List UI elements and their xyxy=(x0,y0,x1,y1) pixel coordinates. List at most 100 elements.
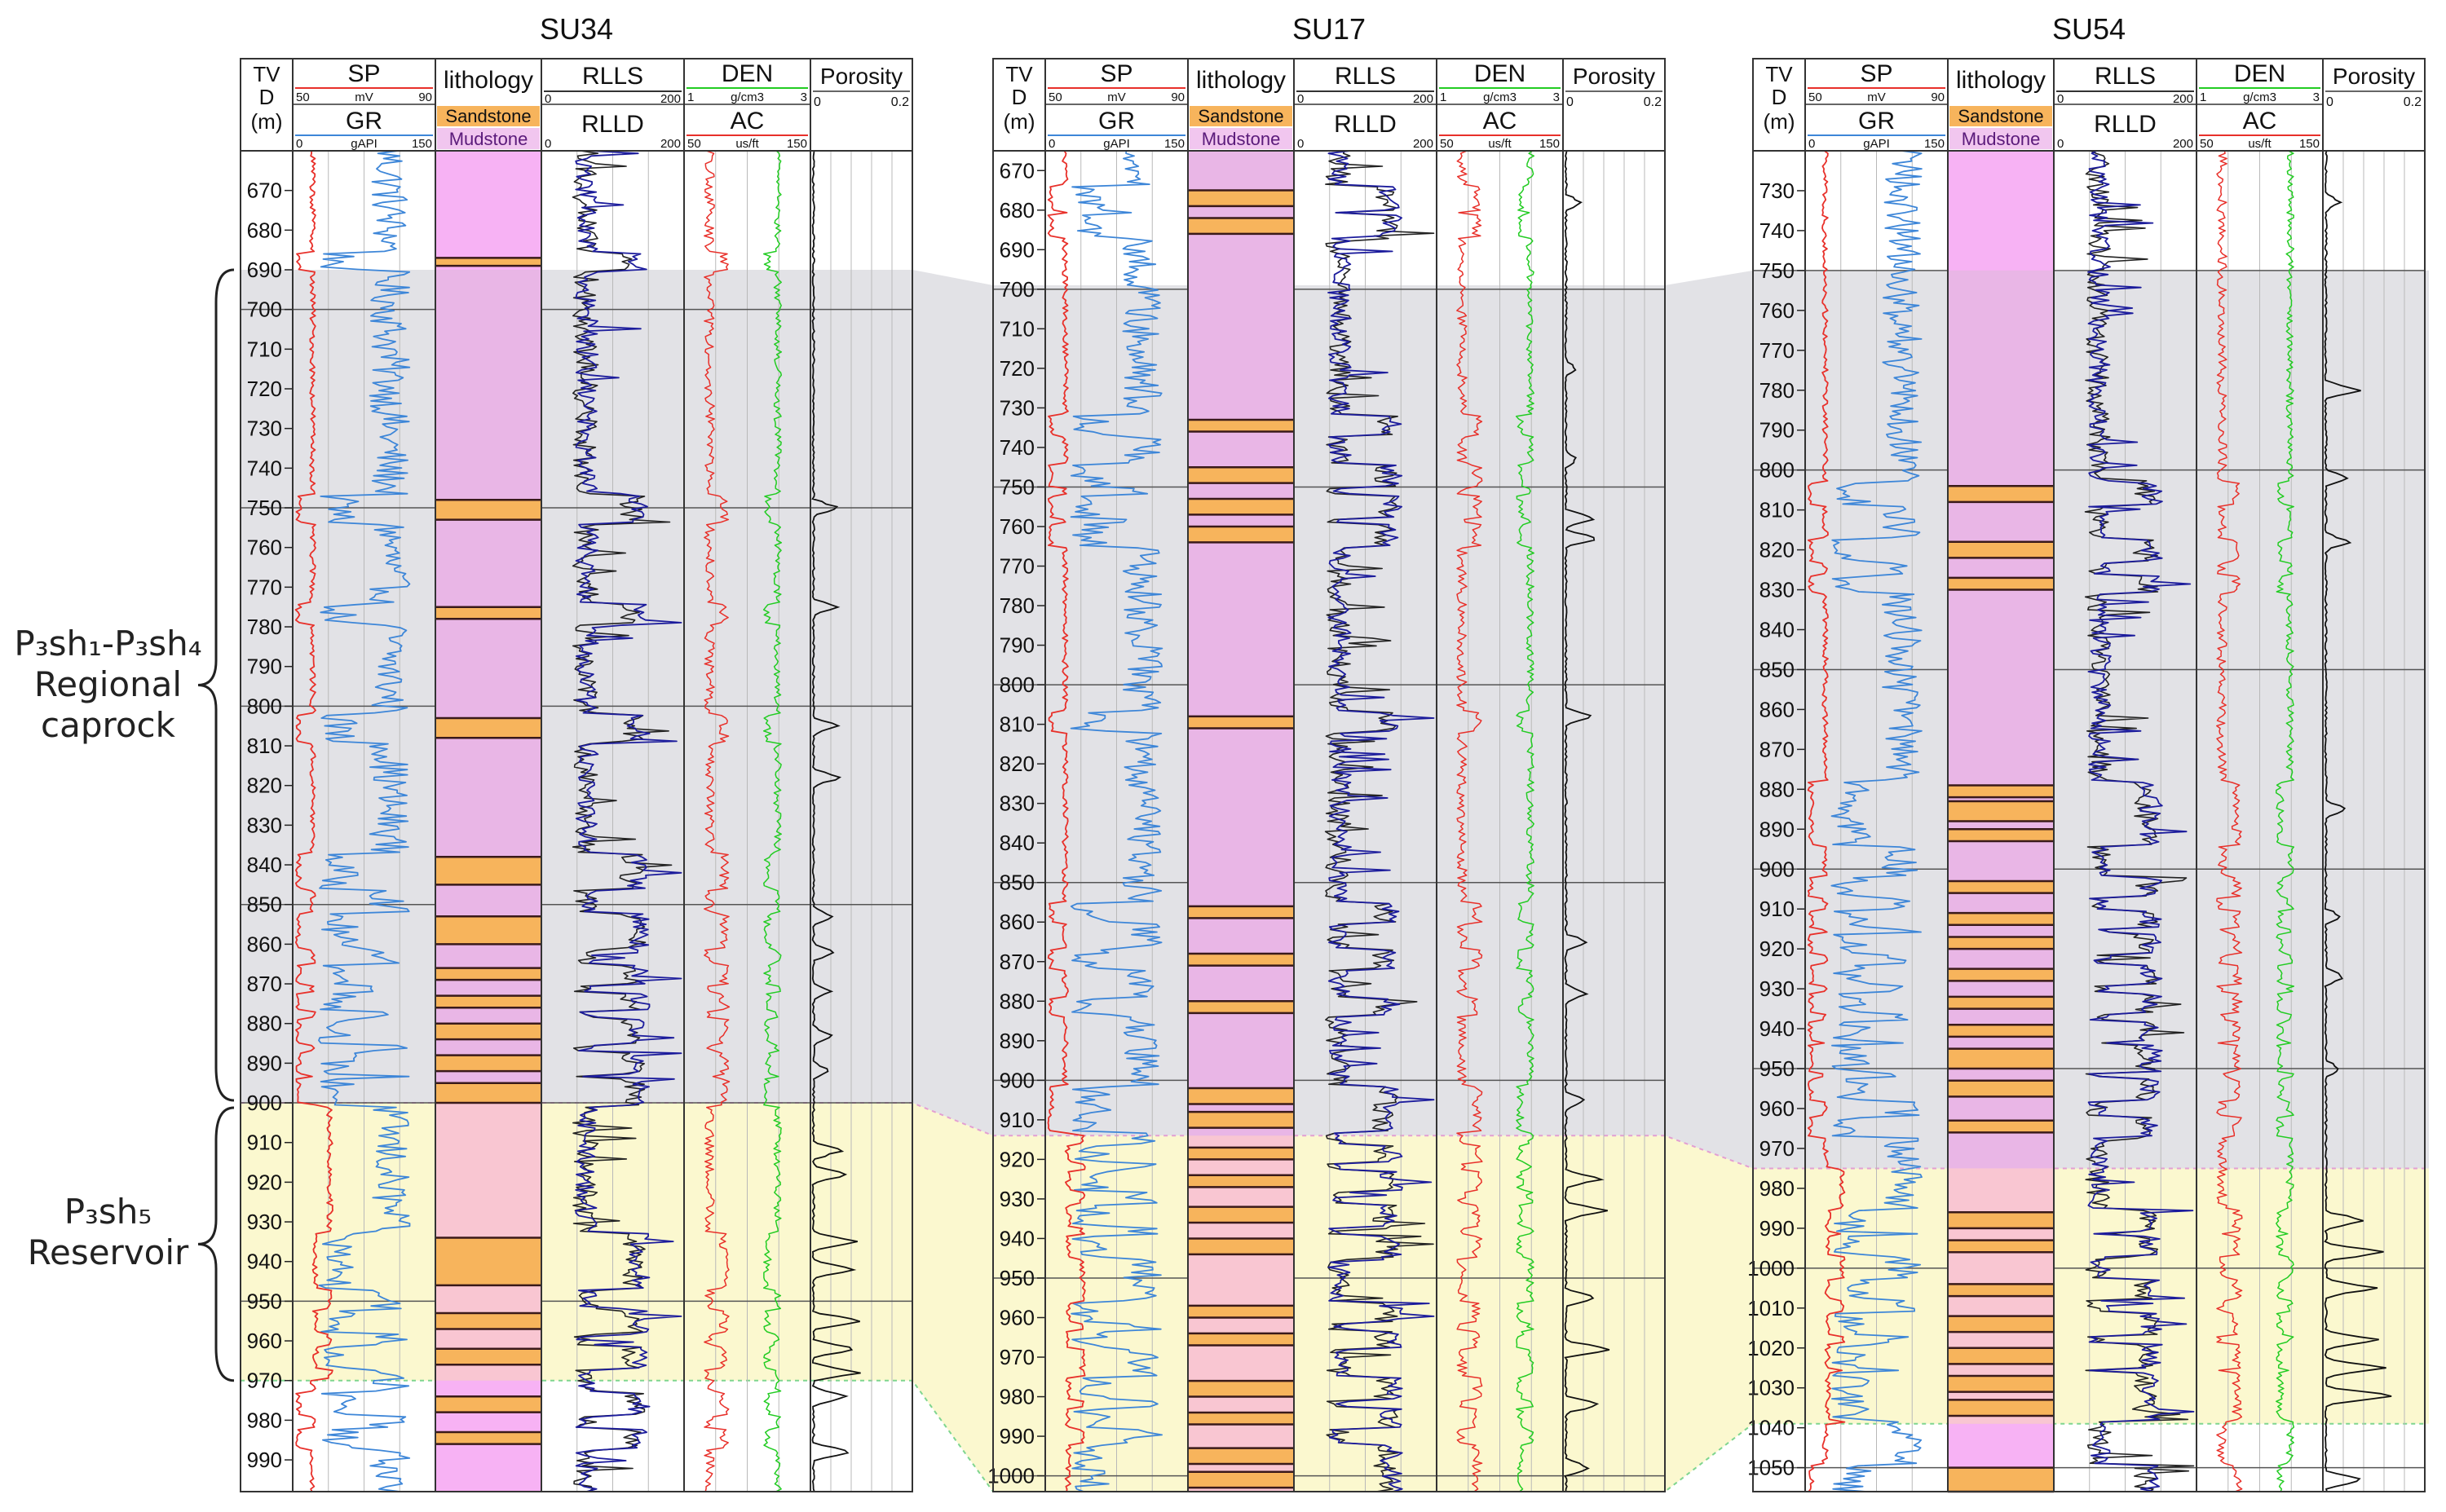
rlld-scale-min: 0 xyxy=(545,137,551,151)
rlld-scale-min: 0 xyxy=(1297,137,1304,151)
ac-curve xyxy=(2216,150,2243,1492)
porosity-scale-min: 0 xyxy=(1566,95,1574,109)
depth-tick-label: 880 xyxy=(1759,777,1795,801)
track-border xyxy=(810,150,913,1492)
depth-tick-label: 760 xyxy=(1759,298,1795,323)
depth-tick-label: 930 xyxy=(1759,976,1795,1001)
depth-tick-label: 970 xyxy=(1759,1136,1795,1161)
sandstone-bed xyxy=(1948,1080,2054,1097)
sandstone-bed xyxy=(1948,968,2054,981)
gr-scale-min: 0 xyxy=(1049,137,1055,151)
sandstone-bed xyxy=(1188,526,1294,543)
gr-scale-max: 150 xyxy=(1164,137,1185,151)
sp-header-label: SP xyxy=(347,60,380,87)
sandstone-bed xyxy=(435,717,541,738)
sandstone-bed xyxy=(435,500,541,520)
sandstone-bed xyxy=(1188,716,1294,729)
sandstone-bed xyxy=(1948,937,2054,950)
sandstone-bed xyxy=(1948,1240,2054,1253)
depth-tick-label: 910 xyxy=(1759,897,1795,921)
depth-tick-label: 690 xyxy=(1000,237,1035,262)
depth-tick-label: 950 xyxy=(247,1289,282,1313)
rlld-scale-min: 0 xyxy=(2057,137,2064,151)
gr-curve xyxy=(1830,150,1923,1492)
depth-tick-label: 790 xyxy=(247,655,282,679)
depth-tick-label: 860 xyxy=(1759,697,1795,721)
den-scale-max: 3 xyxy=(801,90,807,104)
depth-tick-label: 880 xyxy=(247,1012,282,1036)
gr-header-label: GR xyxy=(346,108,382,134)
porosity-scale-max: 0.2 xyxy=(2404,95,2422,109)
sandstone-bed xyxy=(1948,1048,2054,1069)
sandstone-bed xyxy=(1188,1381,1294,1397)
depth-tick-label: 920 xyxy=(1759,937,1795,961)
reservoir-label-line-1: P₃sh₅ xyxy=(64,1192,152,1232)
sandstone-legend-swatch xyxy=(1949,106,2052,126)
depth-tick-label: 850 xyxy=(1759,657,1795,681)
ac-header-label: AC xyxy=(2243,108,2277,134)
porosity-header-label: Porosity xyxy=(1573,64,1655,89)
sandstone-bed xyxy=(1948,1316,2054,1333)
depth-header-line-1: TV xyxy=(1765,62,1793,86)
sandstone-bed xyxy=(1948,577,2054,590)
bright-mudstone-interval xyxy=(1948,151,2054,271)
depth-tick-label: 980 xyxy=(1000,1385,1035,1409)
mudstone-legend-swatch xyxy=(1949,128,2052,149)
sandstone-bed xyxy=(1188,499,1294,515)
ac-scale-max: 150 xyxy=(1539,137,1560,151)
depth-tick-label: 960 xyxy=(1759,1096,1795,1121)
depth-tick-label: 940 xyxy=(1759,1016,1795,1041)
sandstone-bed xyxy=(1948,1376,2054,1392)
depth-tick-label: 710 xyxy=(1000,316,1035,341)
gr-scale-min: 0 xyxy=(296,137,302,151)
caprock-zone-label: P₃sh₁-P₃sh₄ Regional caprock xyxy=(8,624,208,746)
sandstone-legend-swatch xyxy=(437,106,540,126)
depth-tick-label: 900 xyxy=(1000,1068,1035,1092)
bright-mudstone-interval xyxy=(435,151,541,271)
sp-scale-min: 50 xyxy=(1049,90,1062,104)
sandstone-bed xyxy=(1188,1088,1294,1104)
sandstone-bed xyxy=(1188,1001,1294,1013)
rlls-scale-min: 0 xyxy=(1297,92,1304,106)
depth-tick-label: 760 xyxy=(1000,514,1035,539)
depth-tick-label: 910 xyxy=(1000,1108,1035,1132)
sandstone-bed xyxy=(1948,829,2054,841)
sp-curve xyxy=(294,150,333,1492)
gr-scale-max: 150 xyxy=(1924,137,1945,151)
sandstone-bed xyxy=(1188,1175,1294,1188)
caprock-label-line-1: P₃sh₁-P₃sh₄ xyxy=(14,624,202,663)
sandstone-bed xyxy=(435,1055,541,1072)
rlld-scale-max: 200 xyxy=(660,137,681,151)
depth-tick-label: 670 xyxy=(247,179,282,203)
depth-tick-label: 950 xyxy=(1000,1266,1035,1290)
rlls-curve xyxy=(1324,150,1435,1492)
depth-tick-label: 740 xyxy=(247,456,282,480)
depth-tick-label: 1050 xyxy=(1747,1456,1795,1480)
depth-tick-label: 820 xyxy=(1759,538,1795,562)
reservoir-top-correlation-line xyxy=(241,1102,2425,1170)
sandstone-bed xyxy=(1188,1112,1294,1128)
den-scale-unit: g/cm3 xyxy=(1483,90,1517,104)
depth-tick-label: 720 xyxy=(1000,356,1035,381)
depth-tick-label: 850 xyxy=(247,893,282,917)
rlld-scale-max: 200 xyxy=(2173,137,2193,151)
depth-header-line-1: TV xyxy=(253,62,280,86)
depth-tick-label: 840 xyxy=(1000,831,1035,855)
rlls-header-label: RLLS xyxy=(2095,63,2156,90)
sandstone-bed xyxy=(435,916,541,945)
rlld-curve xyxy=(2087,150,2195,1492)
porosity-scale-min: 0 xyxy=(2326,95,2333,109)
depth-tick-label: 1010 xyxy=(1747,1296,1795,1320)
depth-tick-label: 960 xyxy=(1000,1305,1035,1329)
depth-tick-label: 930 xyxy=(1000,1187,1035,1211)
sandstone-bed xyxy=(1948,1467,2054,1492)
depth-tick-label: 780 xyxy=(1759,378,1795,403)
reservoir-label-line-2: Reservoir xyxy=(27,1232,189,1272)
sandstone-bed xyxy=(435,1312,541,1329)
depth-tick-label: 900 xyxy=(1759,857,1795,881)
caprock-brace xyxy=(197,268,235,1102)
rlls-scale-min: 0 xyxy=(545,92,551,106)
sandstone-bed xyxy=(1948,913,2054,925)
sp-header-label: SP xyxy=(1100,60,1132,87)
sandstone-bed xyxy=(435,1348,541,1365)
